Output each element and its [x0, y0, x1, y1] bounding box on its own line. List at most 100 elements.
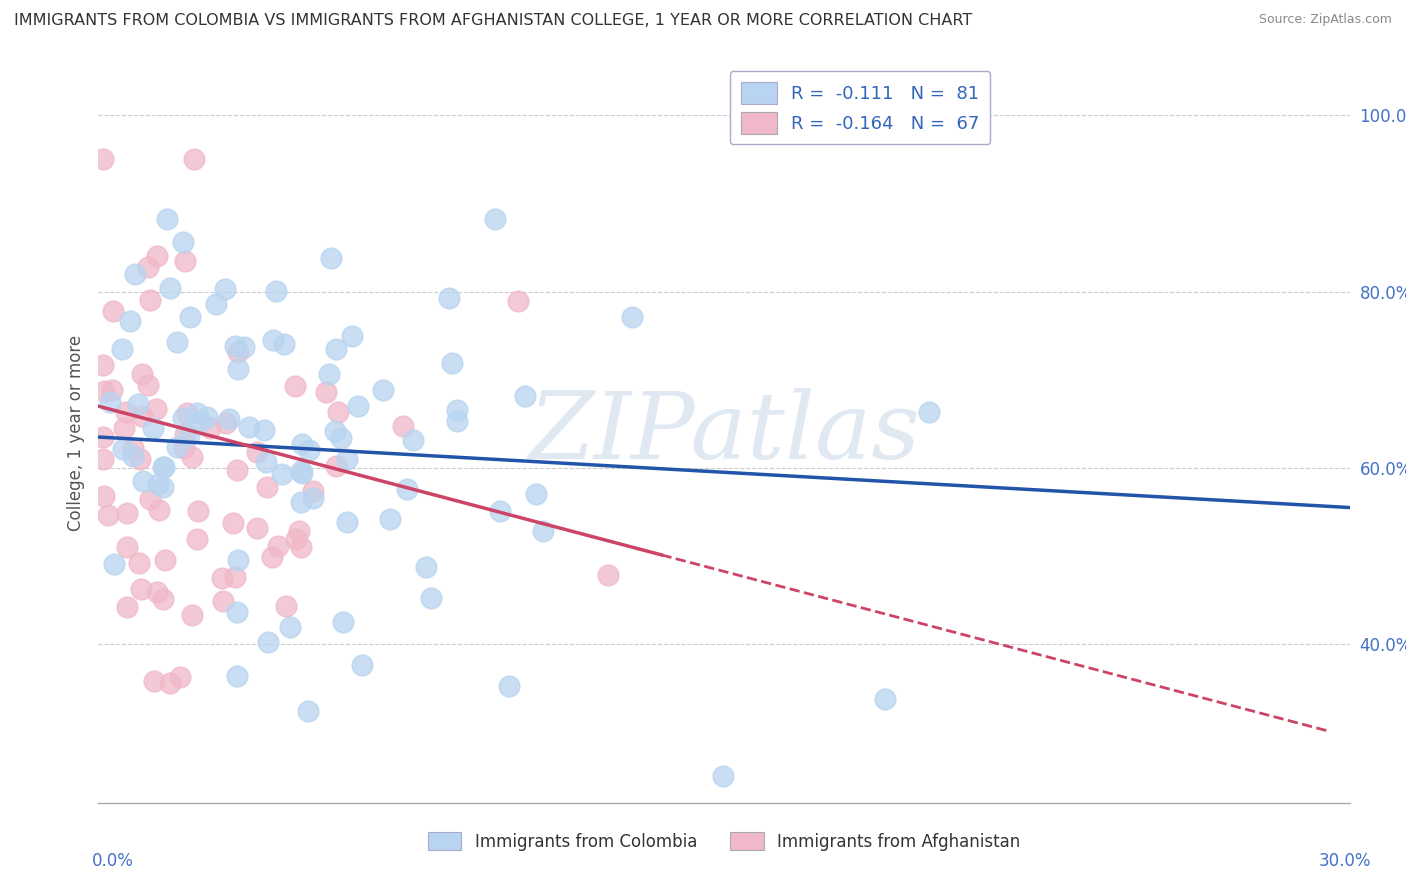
Point	[152, 460, 174, 475]
Point	[330, 432, 353, 446]
Point	[224, 570, 246, 584]
Point	[138, 378, 160, 392]
Point	[121, 449, 143, 463]
Point	[291, 466, 314, 480]
Point	[402, 434, 425, 448]
Point	[179, 310, 201, 325]
Point	[118, 314, 141, 328]
Point	[176, 406, 198, 420]
Point	[195, 409, 218, 424]
Text: 0.0%: 0.0%	[91, 852, 134, 870]
Point	[145, 249, 167, 263]
Point	[222, 516, 245, 530]
Point	[233, 340, 256, 354]
Point	[226, 553, 249, 567]
Point	[350, 657, 373, 672]
Point	[298, 443, 321, 458]
Point	[321, 252, 343, 266]
Point	[139, 293, 162, 307]
Point	[437, 291, 460, 305]
Point	[256, 480, 278, 494]
Point	[143, 674, 166, 689]
Point	[128, 556, 150, 570]
Point	[621, 310, 644, 324]
Point	[212, 594, 235, 608]
Point	[226, 463, 249, 477]
Point	[297, 704, 319, 718]
Point	[200, 420, 222, 434]
Point	[340, 328, 363, 343]
Point	[246, 521, 269, 535]
Point	[156, 212, 179, 227]
Point	[115, 506, 138, 520]
Point	[181, 607, 204, 622]
Point	[103, 557, 125, 571]
Point	[145, 585, 167, 599]
Point	[488, 504, 510, 518]
Text: IMMIGRANTS FROM COLOMBIA VS IMMIGRANTS FROM AFGHANISTAN COLLEGE, 1 YEAR OR MORE : IMMIGRANTS FROM COLOMBIA VS IMMIGRANTS F…	[14, 13, 973, 29]
Point	[145, 402, 167, 417]
Point	[326, 405, 349, 419]
Point	[273, 337, 295, 351]
Point	[278, 620, 301, 634]
Point	[97, 508, 120, 522]
Point	[253, 423, 276, 437]
Point	[287, 524, 309, 539]
Point	[183, 153, 205, 167]
Point	[274, 599, 297, 613]
Point	[415, 560, 437, 574]
Text: Source: ZipAtlas.com: Source: ZipAtlas.com	[1258, 13, 1392, 27]
Point	[129, 582, 152, 596]
Point	[91, 358, 114, 372]
Point	[93, 489, 115, 503]
Point	[111, 442, 134, 457]
Point	[111, 342, 134, 356]
Point	[226, 605, 249, 619]
Point	[131, 409, 153, 423]
Point	[148, 476, 170, 491]
Point	[446, 414, 468, 428]
Point	[285, 532, 308, 546]
Point	[396, 483, 419, 497]
Point	[347, 400, 370, 414]
Point	[131, 474, 153, 488]
Point	[218, 412, 240, 426]
Point	[169, 670, 191, 684]
Point	[115, 540, 138, 554]
Point	[166, 440, 188, 454]
Point	[159, 281, 181, 295]
Point	[186, 532, 208, 546]
Point	[152, 481, 174, 495]
Point	[101, 383, 124, 397]
Text: ZIPatlas: ZIPatlas	[529, 388, 920, 477]
Point	[226, 344, 249, 359]
Point	[174, 427, 197, 442]
Point	[257, 635, 280, 649]
Point	[173, 442, 195, 456]
Point	[180, 450, 202, 464]
Point	[91, 430, 114, 444]
Point	[290, 495, 312, 509]
Point	[325, 458, 347, 473]
Point	[131, 367, 153, 381]
Point	[336, 451, 359, 466]
Point	[506, 293, 529, 308]
Point	[112, 421, 135, 435]
Point	[254, 455, 277, 469]
Point	[875, 692, 897, 706]
Point	[332, 615, 354, 629]
Point	[139, 492, 162, 507]
Point	[188, 414, 211, 428]
Point	[318, 368, 340, 382]
Point	[91, 153, 114, 167]
Point	[596, 567, 619, 582]
Text: 30.0%: 30.0%	[1319, 852, 1371, 870]
Point	[302, 484, 325, 499]
Point	[484, 212, 506, 227]
Point	[186, 406, 208, 420]
Point	[392, 418, 415, 433]
Point	[264, 285, 287, 299]
Point	[179, 427, 201, 442]
Point	[238, 420, 260, 434]
Point	[302, 491, 325, 506]
